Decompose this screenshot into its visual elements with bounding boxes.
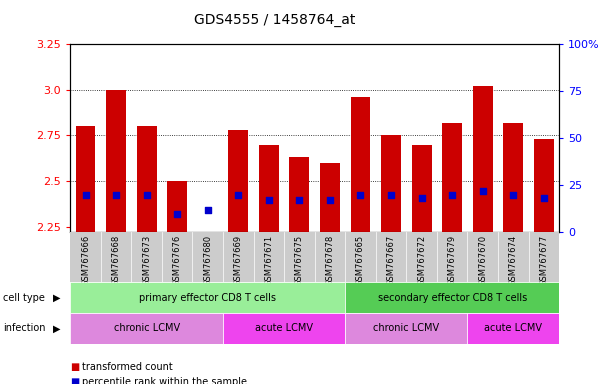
Bar: [223, 313, 345, 344]
Point: [264, 197, 274, 204]
Point: [478, 188, 488, 194]
Point: [325, 197, 335, 204]
Text: acute LCMV: acute LCMV: [255, 323, 313, 333]
Text: GDS4555 / 1458764_at: GDS4555 / 1458764_at: [194, 13, 356, 27]
Text: GSM767668: GSM767668: [112, 235, 120, 286]
Text: GSM767667: GSM767667: [387, 235, 395, 286]
Point: [356, 192, 365, 198]
Text: cell type: cell type: [3, 293, 45, 303]
Text: ■: ■: [70, 377, 79, 384]
Text: ▶: ▶: [53, 293, 60, 303]
Bar: [106, 90, 126, 232]
Text: ▶: ▶: [53, 323, 60, 333]
Point: [386, 192, 396, 198]
Text: primary effector CD8 T cells: primary effector CD8 T cells: [139, 293, 276, 303]
Text: GSM767669: GSM767669: [234, 235, 243, 286]
Bar: [70, 282, 345, 313]
Bar: [442, 123, 462, 232]
Text: GSM767674: GSM767674: [509, 235, 518, 286]
Bar: [137, 126, 156, 232]
Text: GSM767677: GSM767677: [540, 235, 548, 286]
Bar: [229, 130, 248, 232]
Text: GSM767678: GSM767678: [326, 235, 334, 286]
Bar: [351, 97, 370, 232]
Text: transformed count: transformed count: [82, 362, 174, 372]
Bar: [167, 181, 187, 232]
Text: ■: ■: [70, 362, 79, 372]
Point: [508, 192, 518, 198]
Text: GSM767670: GSM767670: [478, 235, 487, 286]
Text: chronic LCMV: chronic LCMV: [373, 323, 439, 333]
Bar: [290, 157, 309, 232]
Bar: [503, 123, 523, 232]
Text: GSM767673: GSM767673: [142, 235, 151, 286]
Text: GSM767666: GSM767666: [81, 235, 90, 286]
Bar: [259, 145, 279, 232]
Bar: [70, 313, 223, 344]
Bar: [76, 126, 95, 232]
Text: GSM767676: GSM767676: [173, 235, 181, 286]
Point: [417, 195, 426, 202]
Bar: [473, 86, 492, 232]
Text: GSM767679: GSM767679: [448, 235, 456, 286]
Point: [233, 192, 243, 198]
Bar: [345, 313, 467, 344]
Bar: [345, 282, 559, 313]
Point: [172, 210, 182, 217]
Text: GSM767671: GSM767671: [265, 235, 273, 286]
Bar: [320, 163, 340, 232]
Bar: [412, 145, 431, 232]
Text: GSM767665: GSM767665: [356, 235, 365, 286]
Bar: [534, 139, 554, 232]
Text: secondary effector CD8 T cells: secondary effector CD8 T cells: [378, 293, 527, 303]
Text: percentile rank within the sample: percentile rank within the sample: [82, 377, 247, 384]
Text: infection: infection: [3, 323, 46, 333]
Text: GSM767672: GSM767672: [417, 235, 426, 286]
Point: [295, 197, 304, 204]
Text: acute LCMV: acute LCMV: [485, 323, 542, 333]
Text: chronic LCMV: chronic LCMV: [114, 323, 180, 333]
Bar: [381, 136, 401, 232]
Text: GSM767675: GSM767675: [295, 235, 304, 286]
Bar: [467, 313, 559, 344]
Point: [539, 195, 549, 202]
Point: [81, 192, 90, 198]
Point: [111, 192, 121, 198]
Point: [447, 192, 457, 198]
Point: [142, 192, 152, 198]
Point: [203, 207, 213, 213]
Text: GSM767680: GSM767680: [203, 235, 212, 286]
